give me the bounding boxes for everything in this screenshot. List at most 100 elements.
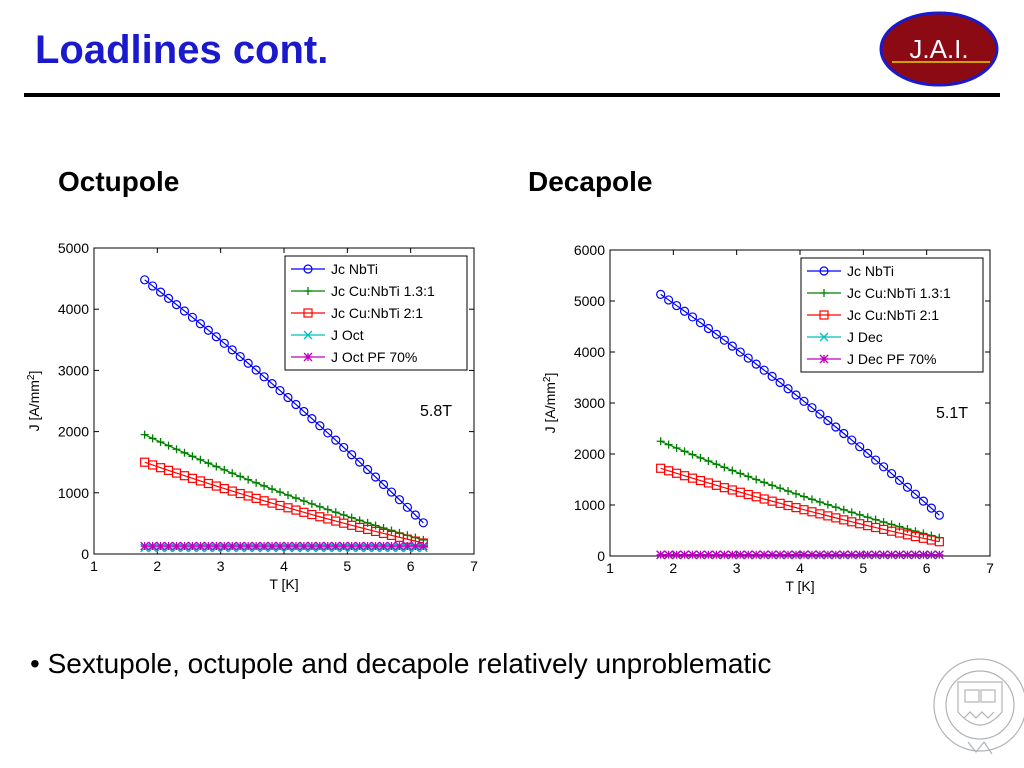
chart1-data-point xyxy=(855,550,865,560)
chart1-data-point xyxy=(687,312,698,322)
chart0-data-point xyxy=(156,438,165,447)
chart1-data-point xyxy=(696,453,705,462)
chart1-data-point xyxy=(719,335,729,345)
chart0-data-point xyxy=(402,541,412,551)
chart1-data-point xyxy=(791,390,801,400)
chart0-data-point xyxy=(195,319,205,329)
chart0-x-tick-label: 6 xyxy=(407,558,415,574)
chart1-data-point xyxy=(879,518,888,527)
chart1-series-4 xyxy=(656,550,944,560)
chart1-data-point xyxy=(807,403,817,413)
chart1-y-tick-label: 1000 xyxy=(574,497,605,513)
chart0-data-point xyxy=(259,372,269,382)
chart0-data-point xyxy=(180,541,189,551)
chart0-data-point xyxy=(331,508,340,517)
chart0-data-point xyxy=(339,442,349,453)
chart0-data-point xyxy=(203,541,213,551)
octupole-heading: Octupole xyxy=(58,166,180,197)
chart1-x-tick-label: 2 xyxy=(669,560,677,576)
chart1-data-point xyxy=(918,496,929,506)
chart0-data-point xyxy=(267,541,277,551)
chart1-data-point xyxy=(776,484,785,493)
chart0-data-point xyxy=(163,293,174,303)
chart1-field-annotation: 5.1T xyxy=(936,405,968,422)
chart1-data-point xyxy=(886,468,897,479)
chart0-y-tick-label: 5000 xyxy=(58,240,89,256)
chart0-y-tick-label: 4000 xyxy=(58,301,89,317)
chart0-data-point xyxy=(276,488,285,497)
chart0-data-point xyxy=(187,541,197,551)
chart0-data-point xyxy=(283,541,293,551)
chart1-data-point xyxy=(680,550,690,560)
chart0-data-point xyxy=(323,505,332,514)
chart1-data-point xyxy=(735,550,745,560)
chart0-data-point xyxy=(307,499,316,508)
chart1-data-point xyxy=(736,469,745,478)
chart0-data-point xyxy=(243,358,253,368)
chart0-data-point xyxy=(196,455,205,464)
chart0-data-point xyxy=(260,481,269,490)
chart0-data-point xyxy=(235,351,245,362)
chart0-legend-marker xyxy=(303,330,313,340)
chart1-legend-label: J Dec xyxy=(847,329,883,345)
chart1-data-point xyxy=(847,508,856,517)
chart1-legend-marker xyxy=(819,310,829,320)
chart0-data-point xyxy=(299,406,309,417)
chart1-data-point xyxy=(799,550,809,560)
chart1-data-point xyxy=(895,550,904,560)
chart0-data-point xyxy=(252,478,261,487)
chart1-data-point xyxy=(926,503,936,513)
chart0-legend-marker xyxy=(303,352,313,362)
chart1-data-point xyxy=(680,447,689,456)
chart1-data-point xyxy=(664,550,674,560)
chart1-y-tick-label: 0 xyxy=(597,548,605,564)
bullet-point: • Sextupole, octupole and decapole relat… xyxy=(30,648,772,679)
chart1-data-point xyxy=(767,371,777,381)
chart1-x-tick-label: 3 xyxy=(733,560,741,576)
chart0-data-point xyxy=(339,541,349,551)
chart1-data-point xyxy=(839,505,848,514)
chart0-data-point xyxy=(187,312,198,322)
chart0-x-tick-label: 1 xyxy=(90,558,98,574)
chart1-legend-marker xyxy=(820,289,828,297)
chart1-data-point xyxy=(704,457,713,466)
chart1-data-point xyxy=(815,497,824,506)
chart0-data-point xyxy=(307,414,317,424)
chart0-x-tick-label: 3 xyxy=(217,558,225,574)
chart0-x-tick-label: 7 xyxy=(470,558,478,574)
jai-logo: J.A.I. xyxy=(879,11,999,87)
chart0-data-point xyxy=(203,325,213,335)
chart0-data-point xyxy=(259,541,269,551)
chart1-data-point xyxy=(768,481,777,490)
jai-logo-text: J.A.I. xyxy=(909,34,968,64)
chart1-data-point xyxy=(751,359,761,369)
chart0-data-point xyxy=(148,281,158,291)
chart1-legend-label: Jc Cu:NbTi 2:1 xyxy=(847,307,939,323)
chart0-x-tick-label: 5 xyxy=(343,558,351,574)
chart1-data-point xyxy=(863,448,873,458)
chart0-data-point xyxy=(267,379,277,389)
chart1-data-point xyxy=(831,550,841,560)
chart1-data-point xyxy=(775,377,785,388)
chart0-data-point xyxy=(363,541,373,551)
chart0-data-point xyxy=(323,541,333,551)
chart1-data-point xyxy=(720,463,729,472)
chart1-data-point xyxy=(894,475,905,486)
chart0-data-point xyxy=(410,541,420,551)
chart1-data-point xyxy=(664,295,674,305)
slide-title: Loadlines cont. xyxy=(35,28,329,72)
chart0-data-point xyxy=(172,445,181,454)
chart1-data-point xyxy=(743,353,753,363)
chart1-data-point xyxy=(879,462,889,472)
chart0-data-point xyxy=(378,479,389,490)
chart1-legend-marker xyxy=(819,332,829,342)
chart1-x-tick-label: 7 xyxy=(986,560,994,576)
chart0-field-annotation: 5.8T xyxy=(420,403,452,420)
chart1-data-point xyxy=(711,550,721,560)
chart1-y-tick-label: 4000 xyxy=(574,344,605,360)
chart0-data-point xyxy=(251,365,261,375)
chart1-data-point xyxy=(815,550,825,560)
chart1-data-point xyxy=(919,529,928,538)
chart0-data-point xyxy=(227,345,237,355)
chart1-data-point xyxy=(759,365,769,375)
